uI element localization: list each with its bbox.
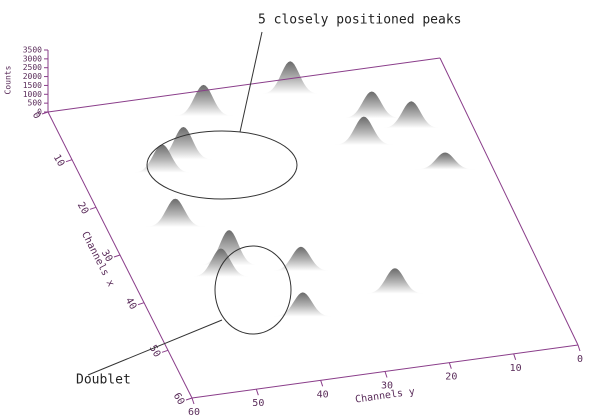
- z-tick-label: 500: [28, 99, 43, 108]
- peak: [186, 248, 255, 277]
- x-tick-label: 40: [123, 296, 139, 312]
- peak: [266, 246, 335, 271]
- peak: [360, 268, 429, 294]
- peaks: [128, 61, 480, 317]
- annotation: Doublet: [76, 373, 131, 388]
- x-tick: [185, 397, 193, 401]
- y-tick: [384, 371, 388, 378]
- x-tick-label: 10: [51, 153, 67, 169]
- peak: [329, 116, 398, 145]
- x-tick-label: 20: [75, 200, 91, 216]
- cluster-ellipse: [146, 130, 298, 200]
- x-tick-label: 30: [99, 248, 115, 264]
- z-tick-label: 3500: [23, 46, 42, 55]
- y-tick-label: 0: [577, 354, 583, 365]
- peak: [128, 144, 197, 173]
- y-tick: [255, 389, 259, 396]
- y-tick: [191, 397, 195, 405]
- y-tick-label: 30: [381, 381, 393, 392]
- z-tick-label: 0: [37, 108, 42, 117]
- y-tick: [513, 353, 517, 360]
- x-tick: [65, 159, 73, 163]
- x-tick: [137, 302, 145, 306]
- doublet-ellipse: [214, 245, 292, 335]
- peak: [195, 230, 264, 266]
- peak: [256, 61, 325, 94]
- z-tick-label: 1000: [23, 90, 42, 99]
- y-tick: [577, 344, 581, 352]
- y-tick-label: 60: [188, 407, 200, 418]
- z-tick-label: 1500: [23, 81, 42, 90]
- x-tick: [113, 254, 121, 258]
- leader-line: [239, 31, 263, 133]
- y-tick: [448, 362, 452, 369]
- x-tick-label: 60: [171, 391, 187, 407]
- peak: [411, 152, 480, 170]
- peak: [337, 91, 406, 119]
- x-tick-label: 50: [147, 343, 163, 359]
- x-tick: [161, 349, 169, 353]
- z-tick-label: 2500: [23, 63, 42, 72]
- peak: [377, 101, 446, 129]
- z-axis-label: Counts: [4, 65, 13, 94]
- y-tick-label: 40: [317, 389, 329, 400]
- peak: [169, 84, 238, 116]
- peak: [149, 127, 218, 160]
- peak: [268, 292, 337, 317]
- peak: [141, 198, 210, 227]
- annotation: 5 closely positioned peaks: [258, 13, 462, 28]
- y-tick-label: 50: [252, 398, 264, 409]
- z-tick-label: 3000: [23, 54, 42, 63]
- x-tick: [89, 206, 97, 210]
- floor-edge: [47, 57, 441, 113]
- leader-line: [87, 319, 223, 376]
- floor-edge: [439, 57, 579, 346]
- y-tick-label: 20: [445, 372, 457, 383]
- y-tick: [320, 380, 324, 387]
- y-tick-label: 10: [510, 363, 522, 374]
- z-tick-label: 2000: [23, 72, 42, 81]
- x-tick-label: 0: [30, 110, 43, 121]
